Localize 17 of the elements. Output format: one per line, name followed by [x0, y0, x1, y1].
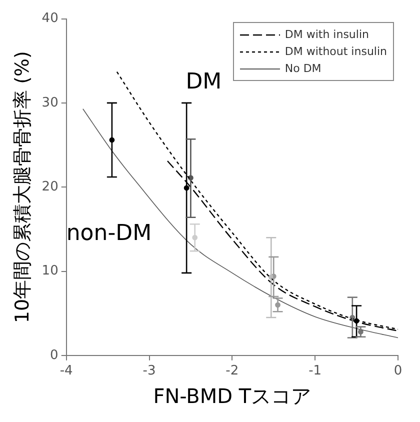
y-axis-title: 10年間の累積大腿骨骨折率 (%) [11, 51, 34, 324]
x-tick-label: -3 [142, 364, 156, 379]
legend-label: No DM [284, 61, 322, 77]
y-tick-label: 30 [42, 95, 58, 110]
annotation: DM [186, 69, 222, 94]
x-tick-label: -1 [308, 364, 322, 379]
legend-label: DM without insulin [284, 44, 387, 60]
y-tick-label: 10 [42, 264, 58, 279]
legend-label: DM with insulin [284, 27, 369, 43]
x-tick-label: -2 [226, 364, 239, 379]
x-tick-label: -4 [60, 364, 73, 379]
y-tick-label: 20 [42, 179, 58, 194]
x-tick-label: 0 [394, 364, 402, 379]
x-axis-title: FN-BMD Tスコア [153, 384, 312, 408]
annotation: non-DM [66, 220, 152, 246]
y-tick-label: 40 [42, 11, 58, 26]
y-tick-label: 0 [50, 348, 58, 363]
